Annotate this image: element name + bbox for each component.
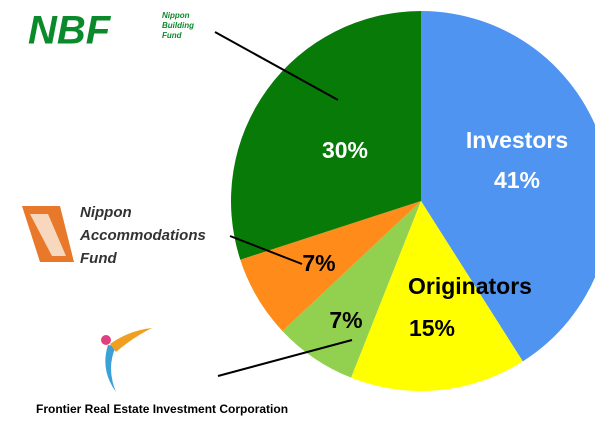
- slice-name: Investors: [466, 127, 568, 153]
- logo-icon: [101, 328, 152, 392]
- value-label: 15%: [409, 315, 455, 341]
- logo-icon: [22, 206, 74, 262]
- slice-name: Originators: [408, 273, 532, 299]
- logo-text: NBF: [28, 9, 112, 53]
- logo-text: Fund: [162, 31, 183, 40]
- pie-slice: [351, 201, 523, 392]
- leader-line: [229, 235, 303, 265]
- logo-text: Nippon: [80, 204, 132, 221]
- leader-line: [214, 31, 339, 101]
- logo-text: Nippon: [162, 11, 190, 20]
- pie-slice: [421, 11, 595, 362]
- leader-line: [217, 339, 353, 377]
- value-label: 7%: [329, 307, 362, 333]
- value-label: 30%: [322, 137, 368, 163]
- logo-text: Accommodations: [79, 227, 206, 244]
- pie-slice: [282, 201, 421, 378]
- logo-caption: Frontier Real Estate Investment Corporat…: [36, 402, 288, 416]
- logo-text: Building: [162, 21, 194, 30]
- pie-slice: [230, 11, 421, 260]
- logo-text: Fund: [80, 250, 117, 267]
- pie: [230, 11, 595, 392]
- value-label: 41%: [494, 167, 540, 193]
- pie-slice: [240, 201, 421, 332]
- value-label: 7%: [302, 250, 335, 276]
